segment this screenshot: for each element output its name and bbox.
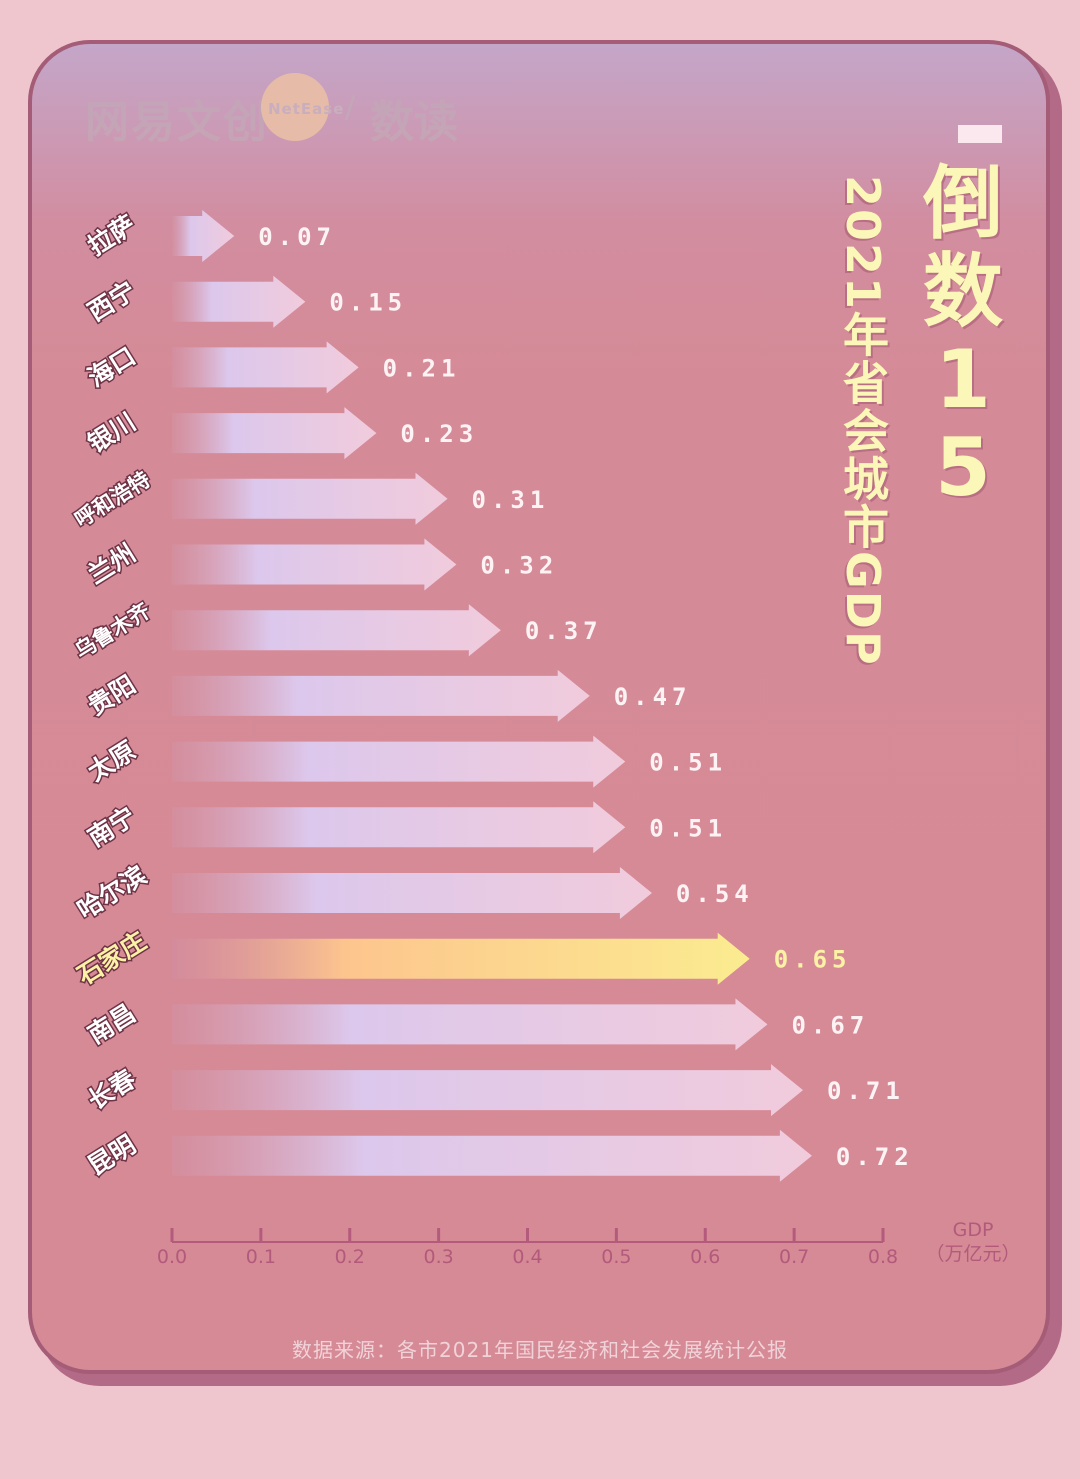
bar-乌鲁木齐 (172, 604, 501, 657)
category-label: 南宁 (83, 801, 141, 852)
bar-银川 (172, 407, 377, 460)
axis-unit: （万亿元） (925, 1243, 1020, 1265)
bar-兰州 (172, 538, 457, 591)
value-label: 0.32 (480, 552, 558, 580)
tick-label: 0.2 (335, 1246, 365, 1268)
category-label: 南昌 (83, 998, 141, 1049)
value-label: 0.07 (258, 223, 336, 251)
category-label: 兰州 (83, 539, 141, 590)
category-label: 昆明 (83, 1130, 141, 1181)
logo-circle-icon (261, 73, 329, 141)
value-label: 0.37 (525, 617, 603, 645)
value-label: 0.67 (791, 1011, 869, 1039)
bar-西宁 (172, 275, 306, 328)
value-label: 0.54 (676, 880, 754, 908)
bar-哈尔滨 (172, 867, 652, 919)
category-label: 长春 (83, 1064, 141, 1115)
tick-label: 0.6 (690, 1246, 720, 1268)
bar-贵阳 (172, 669, 590, 722)
category-label: 石家庄 (71, 926, 151, 991)
value-label: 0.31 (472, 486, 550, 514)
chart-title-main: 倒数15 (923, 157, 1003, 514)
value-label: 0.51 (649, 749, 727, 777)
data-source: 数据来源：各市2021年国民经济和社会发展统计公报 (292, 1338, 788, 1362)
brand-logo: 网易文创 NetEase / 数读 (85, 73, 485, 150)
bar-呼和浩特 (172, 472, 448, 525)
category-label: 太原 (83, 736, 141, 787)
category-label: 贵阳 (83, 670, 141, 721)
chart-title-sub: 2021年省会城市GDP (836, 175, 890, 667)
category-label: 呼和浩特 (71, 467, 155, 532)
value-label: 0.15 (329, 289, 407, 317)
bar-太原 (172, 735, 626, 788)
category-label: 西宁 (83, 276, 141, 327)
value-label: 0.71 (827, 1077, 905, 1105)
logo-slash: / (345, 90, 356, 125)
value-label: 0.23 (400, 420, 478, 448)
tick-label: 0.7 (779, 1246, 809, 1268)
category-label: 海口 (83, 341, 141, 392)
bar-昆明 (172, 1129, 812, 1182)
tick-label: 0.5 (601, 1246, 631, 1268)
tick-label: 0.0 (157, 1246, 187, 1268)
value-label: 0.21 (383, 354, 461, 382)
bar-南昌 (172, 998, 768, 1051)
title-accent-bar (958, 125, 1002, 143)
column-name: 数读 (370, 97, 458, 148)
value-label: 0.47 (614, 683, 692, 711)
bar-长春 (172, 1064, 804, 1117)
tick-label: 0.8 (868, 1246, 898, 1268)
bar-石家庄 (172, 932, 750, 985)
bar-拉萨 (172, 210, 235, 262)
x-axis: 0.0 0.1 0.2 0.3 0.4 0.5 0.6 0.7 0.8 GDP（万亿元） (157, 1219, 1021, 1268)
value-label: 0.72 (836, 1143, 914, 1171)
category-label: 乌鲁木齐 (71, 598, 156, 663)
brand-name-en: NetEase (268, 100, 345, 118)
value-label: 0.51 (649, 814, 727, 842)
axis-title: GDP (953, 1219, 994, 1241)
tick-label: 0.3 (424, 1246, 454, 1268)
tick-label: 0.4 (512, 1246, 542, 1268)
category-label: 银川 (83, 407, 141, 458)
bars-group: 0.07 拉萨 0.15 西宁 0.21 海口 0.23 银川 0.31 呼和浩特 0.32 兰州 0.… (69, 209, 914, 1183)
category-label: 哈尔滨 (72, 860, 151, 924)
tick-label: 0.1 (246, 1246, 276, 1268)
category-label: 拉萨 (83, 210, 141, 261)
value-label: 0.65 (774, 946, 852, 974)
bar-南宁 (172, 801, 626, 854)
brand-name-cn: 网易文创 (85, 97, 269, 148)
bar-海口 (172, 341, 359, 394)
